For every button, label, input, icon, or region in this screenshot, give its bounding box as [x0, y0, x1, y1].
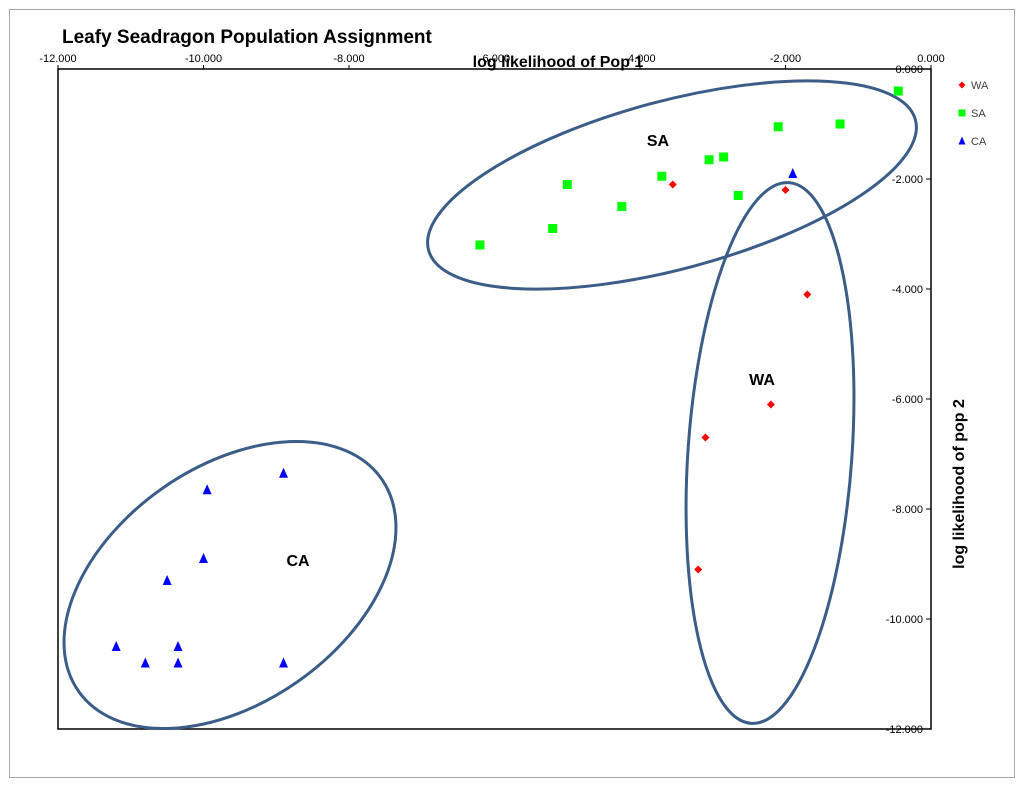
data-point-sa: [475, 240, 485, 250]
x-axis-title: log likelihood of Pop 1: [473, 54, 644, 71]
data-point-ca: [111, 641, 121, 651]
legend-label: CA: [971, 136, 987, 148]
legend-marker-ca: [958, 136, 966, 145]
chart-title: Leafy Seadragon Population Assignment: [62, 27, 433, 48]
y-tick-label: -8.000: [892, 504, 923, 516]
data-point-sa: [835, 119, 845, 129]
data-point-ca: [279, 467, 289, 478]
data-point-wa: [668, 180, 677, 189]
legend: WA SA CA: [958, 80, 989, 148]
y-tick-label: -2.000: [892, 174, 923, 186]
data-point-ca: [279, 657, 289, 668]
y-tick-label: -6.000: [892, 394, 923, 406]
data-point-wa: [694, 565, 703, 574]
data-point-ca: [788, 168, 798, 178]
data-point-sa: [773, 122, 783, 132]
data-points: [111, 86, 903, 668]
x-tick-label: -6.000: [479, 53, 510, 65]
x-axis: -12.000 -10.000 -8.000 -6.000 -4.000 -2.000 0.…: [39, 53, 945, 69]
data-point-sa: [719, 152, 729, 162]
x-tick-label: -12.000: [39, 53, 76, 65]
data-point-sa: [548, 224, 558, 233]
y-axis: 0.000 -2.000 -4.000 -6.000 -8.000 -10.000 -12.…: [886, 64, 931, 736]
sa-cluster-ellipse: [426, 79, 918, 291]
x-tick-label: 0.000: [917, 53, 945, 65]
legend-label: WA: [971, 80, 989, 92]
ca-cluster-label: CA: [286, 553, 310, 570]
data-point-sa: [704, 155, 714, 165]
data-point-sa: [657, 171, 667, 181]
data-point-ca: [140, 657, 150, 668]
y-tick-label: 0.000: [895, 64, 923, 76]
data-point-wa: [803, 290, 812, 299]
data-point-sa: [617, 202, 627, 211]
data-point-sa: [562, 180, 572, 189]
wa-cluster-label: WA: [749, 372, 775, 389]
y-tick-label: -12.000: [886, 724, 923, 736]
sa-cluster-label: SA: [647, 133, 670, 150]
x-tick-label: -10.000: [185, 53, 222, 65]
x-tick-label: -8.000: [333, 53, 364, 65]
x-tick-label: -2.000: [770, 53, 801, 65]
legend-marker-wa: [958, 81, 966, 89]
data-point-wa: [701, 433, 710, 442]
y-tick-label: -4.000: [892, 284, 923, 296]
legend-marker-sa: [958, 109, 966, 117]
ca-cluster-ellipse: [62, 439, 398, 731]
x-tick-label: -4.000: [624, 53, 655, 65]
data-point-ca: [162, 575, 172, 585]
data-point-ca: [173, 641, 183, 651]
data-point-ca: [173, 657, 183, 668]
data-point-wa: [781, 186, 790, 194]
data-point-sa: [893, 86, 903, 96]
y-tick-label: -10.000: [886, 614, 923, 626]
wa-cluster-ellipse: [684, 181, 856, 725]
data-point-ca: [199, 553, 208, 563]
data-point-sa: [733, 191, 743, 200]
data-point-wa: [766, 400, 775, 409]
y-axis-title: log likelihood of pop 2: [951, 399, 968, 569]
legend-label: SA: [971, 108, 986, 120]
data-point-ca: [202, 484, 212, 495]
